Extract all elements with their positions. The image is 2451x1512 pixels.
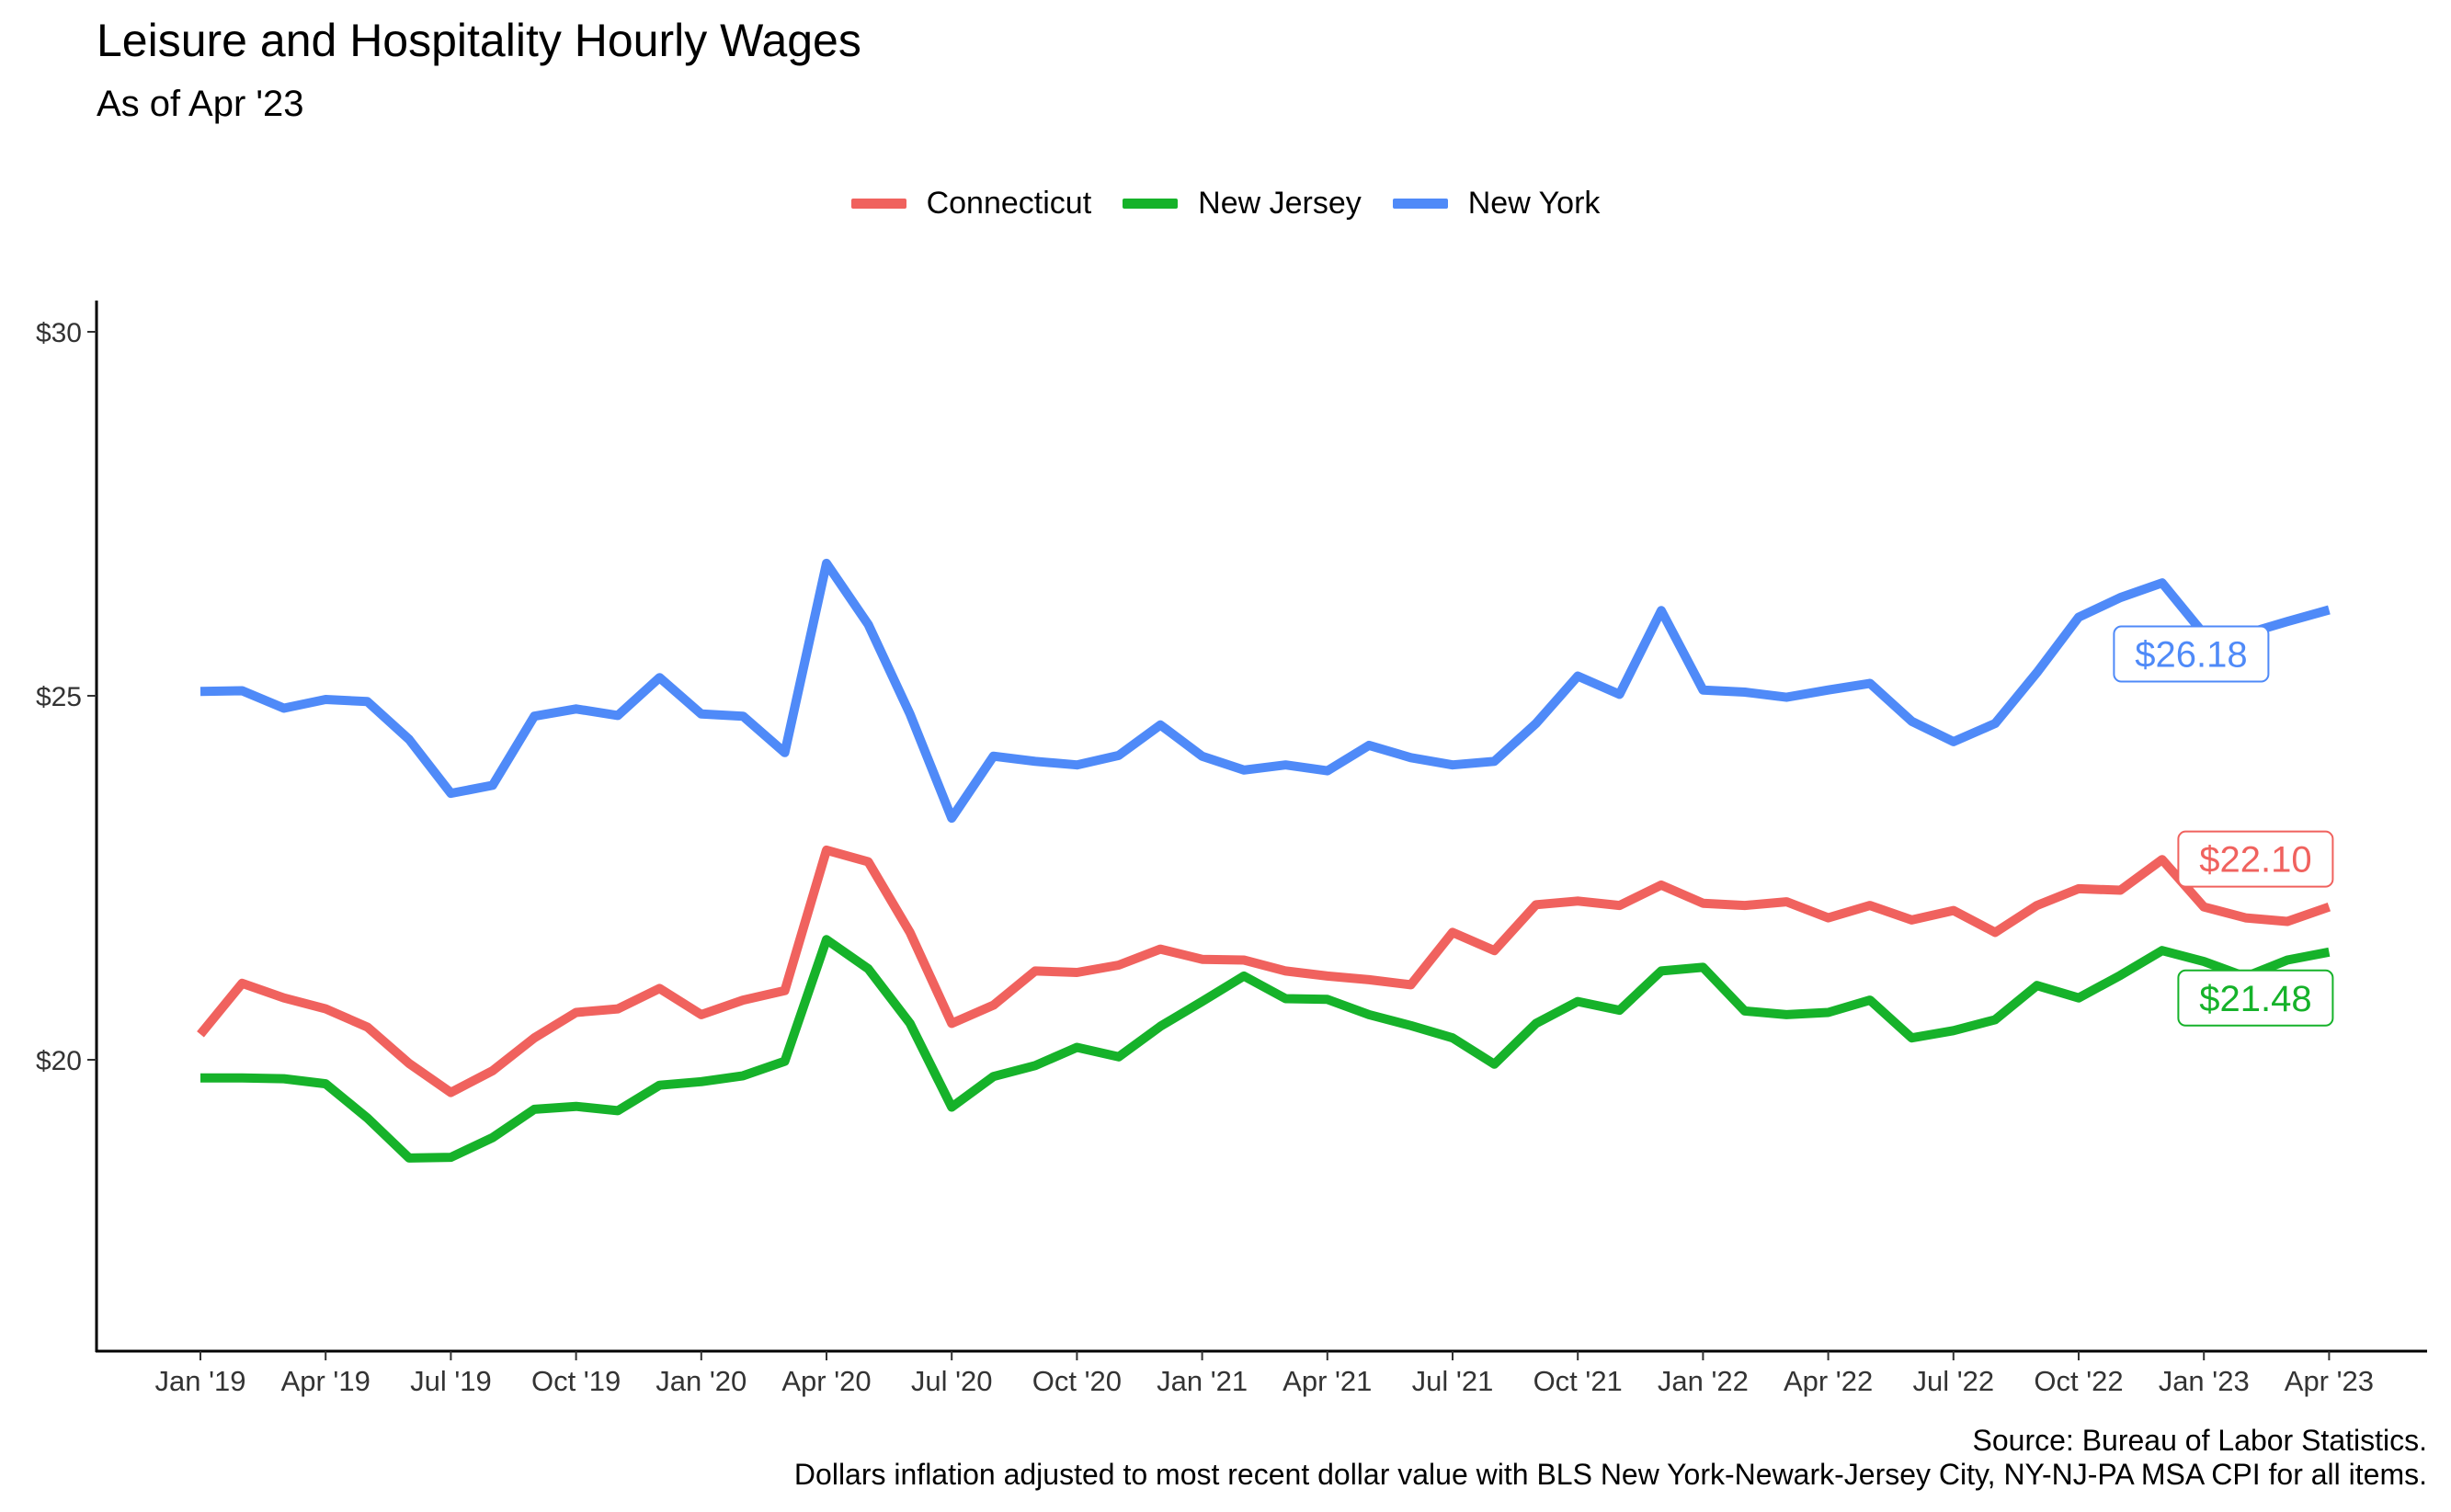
source-note: Source: Bureau of Labor Statistics. bbox=[1972, 1424, 2427, 1457]
x-tick-label: Jan '19 bbox=[155, 1365, 246, 1397]
series-line-new-york bbox=[200, 558, 2331, 824]
x-tick-label: Apr '21 bbox=[1282, 1365, 1372, 1397]
inflation-note: Dollars inflation adjusted to most recen… bbox=[793, 1458, 2427, 1491]
end-label-new-jersey: $21.48 bbox=[2199, 979, 2311, 1019]
x-tick-label: Oct '20 bbox=[1032, 1365, 1122, 1397]
series-line-connecticut bbox=[197, 845, 2331, 1097]
x-tick-label: Oct '21 bbox=[1533, 1365, 1623, 1397]
end-label-new-york: $26.18 bbox=[2135, 635, 2247, 676]
chart-subtitle: As of Apr '23 bbox=[97, 84, 304, 124]
legend: Connecticut New Jersey New York bbox=[0, 180, 2451, 226]
series-line-new-jersey bbox=[200, 935, 2331, 1163]
y-tick-label: $20 bbox=[36, 1046, 82, 1076]
x-tick-label: Oct '22 bbox=[2034, 1365, 2123, 1397]
end-label-connecticut: $22.10 bbox=[2199, 840, 2311, 881]
legend-item-connecticut: Connecticut bbox=[850, 185, 1092, 222]
x-tick-label: Jan '21 bbox=[1157, 1365, 1248, 1397]
x-tick-label: Jan '23 bbox=[2159, 1365, 2250, 1397]
legend-key-new-york bbox=[1392, 198, 1448, 209]
y-tick-label: $30 bbox=[36, 318, 82, 348]
x-tick-label: Jan '20 bbox=[656, 1365, 747, 1397]
legend-key-new-jersey bbox=[1123, 198, 1179, 209]
x-tick-label: Jul '19 bbox=[410, 1365, 492, 1397]
x-tick-label: Apr '22 bbox=[1784, 1365, 1873, 1397]
legend-key-connecticut bbox=[850, 198, 906, 209]
x-tick-label: Jul '20 bbox=[911, 1365, 993, 1397]
end-label-box-new-york bbox=[2113, 625, 2270, 683]
legend-item-new-jersey: New Jersey bbox=[1123, 186, 1362, 222]
legend-label-new-jersey: New Jersey bbox=[1198, 185, 1362, 221]
x-tick-label: Apr '20 bbox=[781, 1365, 871, 1397]
x-tick-label: Jul '21 bbox=[1412, 1365, 1494, 1397]
y-tick-label: $25 bbox=[36, 682, 82, 712]
x-tick-label: Jul '22 bbox=[1912, 1365, 1994, 1397]
legend-item-new-york: New York bbox=[1392, 185, 1601, 222]
end-label-box-new-jersey bbox=[2177, 969, 2334, 1027]
x-tick-label: Jan '22 bbox=[1658, 1365, 1749, 1397]
x-tick-label: Oct '19 bbox=[531, 1365, 621, 1397]
end-label-box-connecticut bbox=[2177, 830, 2334, 888]
x-tick-label: Apr '19 bbox=[281, 1365, 370, 1397]
legend-label-connecticut: Connecticut bbox=[926, 185, 1092, 221]
legend-label-new-york: New York bbox=[1467, 185, 1601, 221]
chart-title: Leisure and Hospitality Hourly Wages bbox=[97, 15, 861, 66]
x-tick-label: Apr '23 bbox=[2285, 1365, 2374, 1397]
